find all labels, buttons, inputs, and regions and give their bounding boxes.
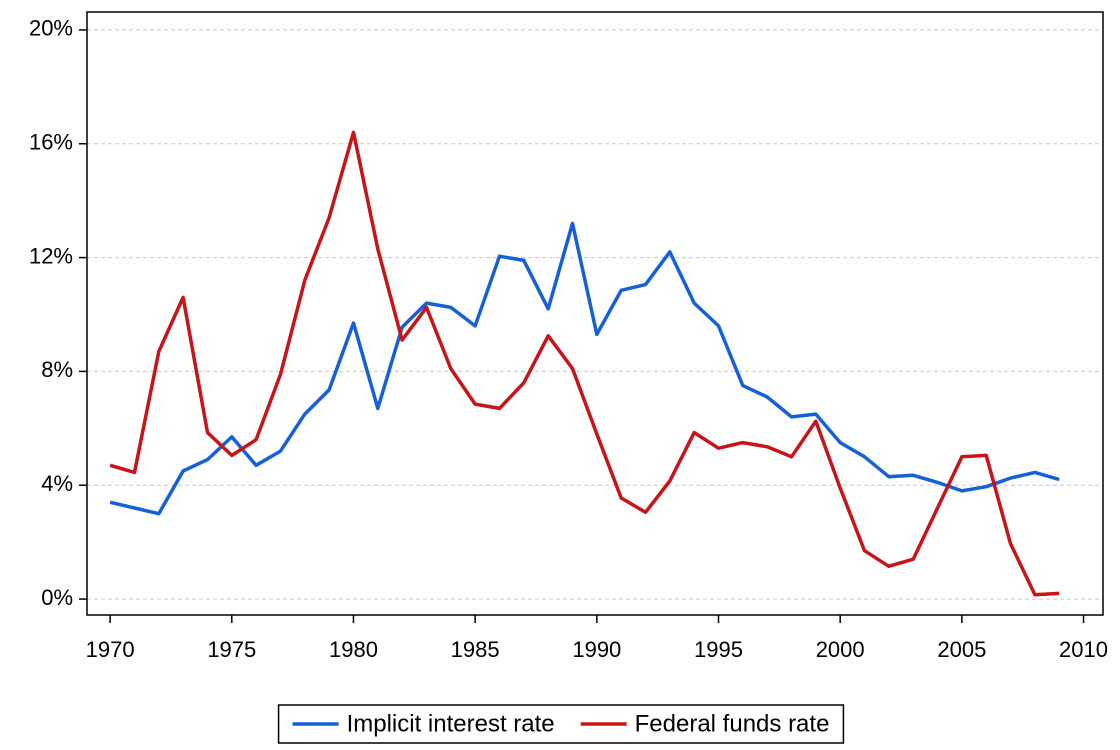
x-tick-label: 2010 — [1059, 637, 1108, 662]
x-tick-label: 1975 — [207, 637, 256, 662]
legend-label: Federal funds rate — [635, 710, 830, 737]
legend-box — [277, 704, 845, 744]
y-tick-label: 16% — [29, 130, 73, 155]
legend-label: Implicit interest rate — [347, 710, 555, 737]
series-line — [109, 130, 1060, 597]
x-tick-label: 1980 — [329, 637, 378, 662]
series-line — [109, 221, 1060, 516]
y-tick-label: 20% — [29, 16, 73, 41]
plot-frame — [86, 11, 1104, 616]
x-tick-label: 1970 — [86, 637, 135, 662]
y-tick-label: 8% — [41, 357, 73, 382]
x-tick-label: 1995 — [694, 637, 743, 662]
x-tick-label: 2000 — [816, 637, 865, 662]
x-tick-label: 2005 — [937, 637, 986, 662]
x-tick-label: 1990 — [572, 637, 621, 662]
x-tick-label: 1985 — [451, 637, 500, 662]
y-tick-label: 4% — [41, 471, 73, 496]
legend: Implicit interest rate Federal funds rate — [277, 704, 845, 744]
y-tick-label: 0% — [41, 585, 73, 610]
y-tick-label: 12% — [29, 243, 73, 268]
